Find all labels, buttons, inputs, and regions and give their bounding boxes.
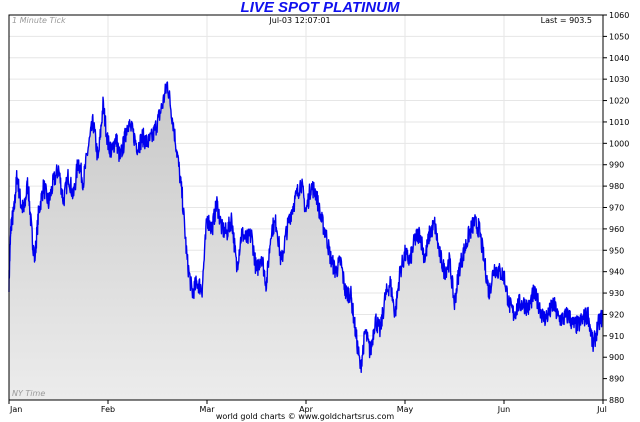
y-tick-label: 1050 bbox=[609, 32, 629, 41]
y-tick-label: 1060 bbox=[609, 11, 629, 20]
price-area-fill bbox=[9, 82, 603, 400]
x-tick-label: Mar bbox=[199, 405, 215, 414]
x-tick-label: Jan bbox=[9, 405, 22, 414]
y-tick-label: 1030 bbox=[609, 75, 629, 84]
last-price-label: Last = 903.5 bbox=[541, 16, 592, 25]
y-tick-label: 890 bbox=[609, 375, 624, 384]
y-axis: 880 890 900 910 920 930 940 950 960 970 980 990 1000… bbox=[603, 11, 629, 405]
y-tick-label: 1040 bbox=[609, 54, 629, 63]
y-tick-label: 940 bbox=[609, 268, 624, 277]
tick-interval-label: 1 Minute Tick bbox=[12, 16, 66, 25]
y-tick-label: 970 bbox=[609, 204, 624, 213]
price-line bbox=[8, 81, 604, 373]
chart-title: LIVE SPOT PLATINUM bbox=[240, 0, 400, 16]
y-tick-label: 920 bbox=[609, 310, 624, 319]
y-tick-label: 960 bbox=[609, 225, 624, 234]
x-tick-label: Jun bbox=[497, 405, 511, 414]
y-tick-label: 1000 bbox=[609, 139, 629, 148]
y-tick-label: 950 bbox=[609, 246, 624, 255]
footer-credit: world gold charts © www.goldchartsrus.co… bbox=[216, 412, 394, 421]
y-tick-label: 910 bbox=[609, 332, 624, 341]
y-tick-label: 930 bbox=[609, 289, 624, 298]
y-tick-label: 880 bbox=[609, 396, 624, 405]
x-tick-label: Apr bbox=[299, 405, 314, 414]
y-tick-label: 900 bbox=[609, 353, 624, 362]
y-tick-label: 1010 bbox=[609, 118, 629, 127]
y-tick-label: 1020 bbox=[609, 97, 629, 106]
x-tick-label: May bbox=[397, 405, 414, 414]
y-tick-label: 980 bbox=[609, 182, 624, 191]
x-tick-label: Feb bbox=[101, 405, 115, 414]
x-axis: Jan Feb Mar Apr May Jun Jul bbox=[8, 400, 607, 414]
y-tick-label: 990 bbox=[609, 161, 624, 170]
timestamp-label: Jul-03 12:07:01 bbox=[268, 16, 330, 25]
timezone-label: NY Time bbox=[12, 389, 45, 398]
x-tick-label: Jul bbox=[596, 405, 607, 414]
